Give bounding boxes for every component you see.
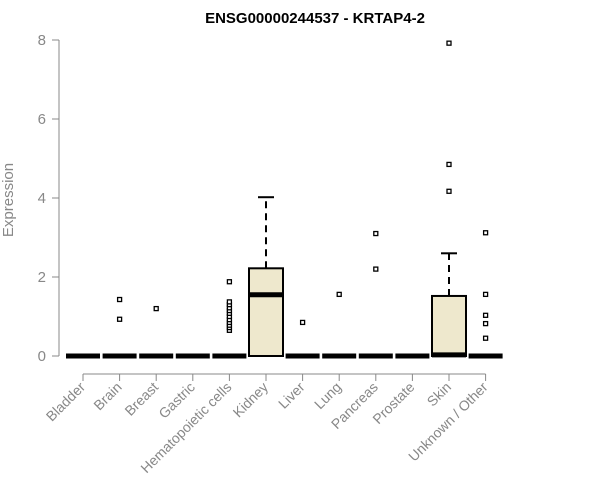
box-series (66, 40, 503, 359)
box-unknown-other (468, 230, 503, 359)
y-tick-label: 2 (38, 269, 46, 286)
outlier-point (299, 319, 306, 326)
outlier-point (116, 316, 123, 322)
outlier-point (482, 320, 489, 327)
box-lung (322, 291, 357, 359)
box-liver (285, 319, 320, 359)
x-tick-label: Kidney (230, 379, 272, 421)
outlier-point (226, 299, 233, 305)
x-tick-label: Bladder (43, 379, 89, 425)
box-breast (139, 305, 174, 359)
box-hematopoietic-cells (212, 279, 247, 359)
y-tick-label: 0 (38, 348, 46, 365)
y-axis-label: Expression (0, 163, 17, 237)
box-skin (431, 40, 467, 358)
outlier-point (482, 335, 489, 341)
outlier-point (116, 296, 123, 303)
y-tick-label: 8 (38, 32, 46, 49)
box-pancreas (358, 230, 393, 359)
box-brain (102, 296, 137, 359)
outlier-point (153, 305, 159, 312)
outlier-point (446, 40, 452, 46)
x-tick-label: Breast (121, 379, 161, 419)
y-tick-label: 4 (38, 190, 46, 207)
outlier-point (226, 279, 233, 285)
y-axis: 0 2 4 6 8 (38, 32, 60, 365)
x-tick-label: Brain (90, 379, 124, 413)
outlier-point (446, 161, 452, 168)
box-iqr (248, 267, 284, 357)
outlier-point (373, 266, 379, 272)
outlier-point (482, 291, 489, 298)
outlier-point (482, 230, 489, 236)
outlier-point (336, 291, 342, 298)
box-iqr (431, 294, 467, 357)
chart-title: ENSG00000244537 - KRTAP4-2 (205, 10, 425, 27)
x-tick-label: Skin (424, 379, 455, 410)
x-tick-label: Lung (311, 379, 344, 412)
outlier-point (446, 188, 452, 194)
outlier-point (373, 230, 379, 237)
x-tick-label: Liver (275, 379, 308, 412)
box-kidney (248, 196, 284, 357)
y-tick-label: 6 (38, 111, 46, 128)
outlier-point (482, 312, 489, 318)
